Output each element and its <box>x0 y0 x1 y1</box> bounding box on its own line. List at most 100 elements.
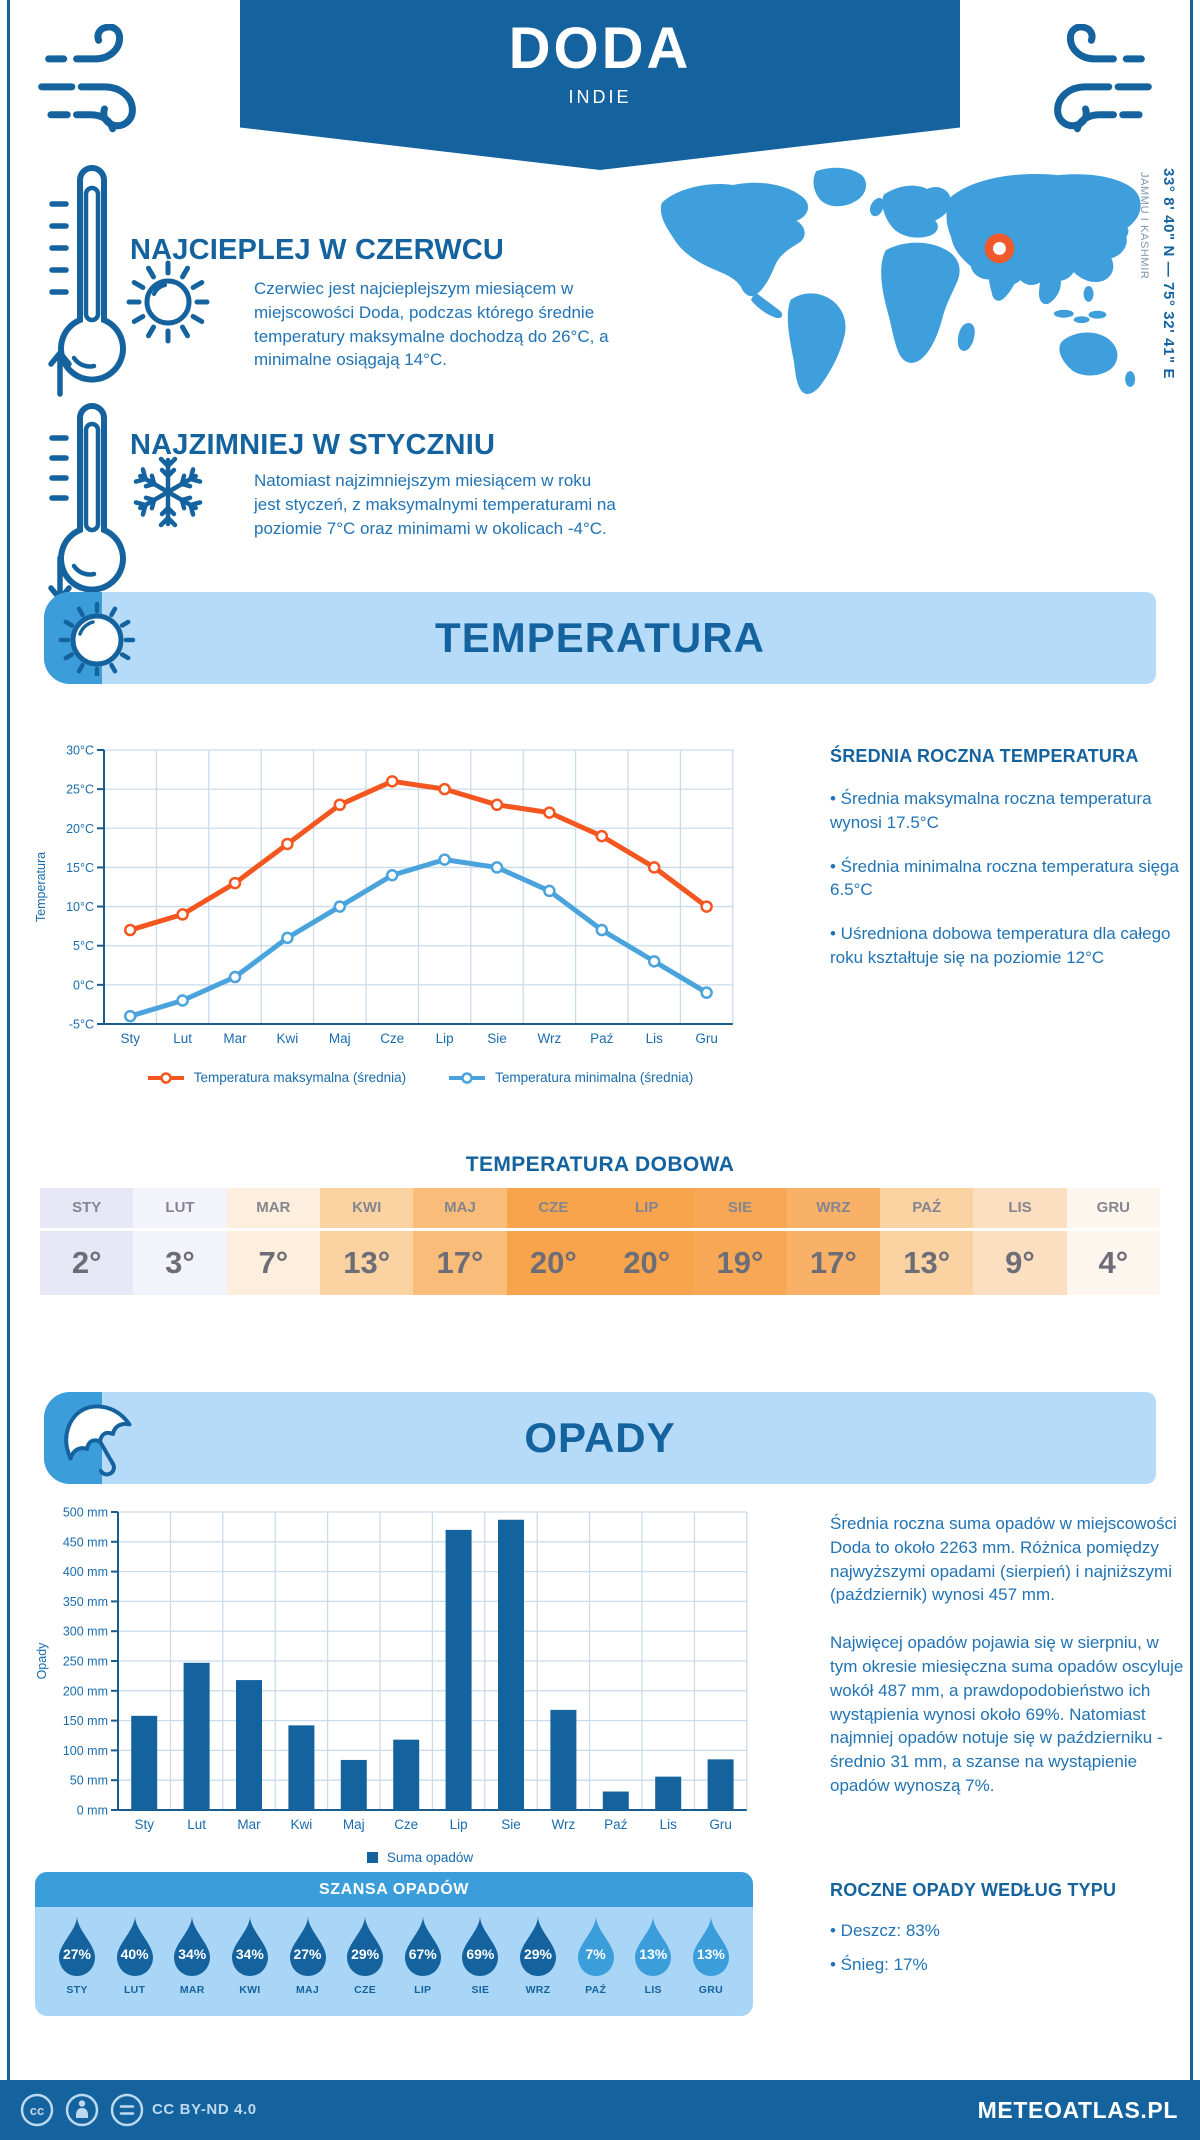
x-axis-label: Sty <box>120 1031 140 1046</box>
license-label: CC BY-ND 4.0 <box>152 2101 257 2118</box>
droplet-icon <box>59 1916 95 1976</box>
data-point <box>647 861 661 874</box>
data-point <box>176 908 189 921</box>
tick-label: 50 mm <box>70 1774 108 1788</box>
data-point <box>543 884 556 898</box>
tick-label: 300 mm <box>63 1625 108 1639</box>
wind-icon <box>38 24 136 133</box>
legend-item: Temperatura maksymalna (średnia) <box>147 1070 406 1085</box>
footer: cc CC BY-ND 4.0 METEOATLAS.PL <box>0 2080 1200 2140</box>
table-month-header: LIS <box>973 1188 1067 1228</box>
bar <box>550 1709 577 1810</box>
attribution-icon <box>65 2093 99 2127</box>
data-point <box>281 837 294 851</box>
precipitation-type-heading: ROCZNE OPADY WEDŁUG TYPU <box>830 1880 1117 1900</box>
table-temperature-cell: 9° <box>973 1231 1067 1295</box>
droplet-percent: 40% <box>120 1946 149 1962</box>
droplet: 29% WRZ <box>512 1915 564 1996</box>
droplet-percent: 13% <box>696 1946 725 1962</box>
sun-icon <box>126 260 210 344</box>
droplet-month: STY <box>66 1984 88 1996</box>
x-axis-label: Wrz <box>552 1817 576 1832</box>
x-axis-label: Kwi <box>277 1031 299 1046</box>
location-region: JAMMU I KASHMIR <box>1138 172 1150 280</box>
table-temperature-cell: 17° <box>413 1231 507 1295</box>
page-border-right <box>1190 0 1193 2140</box>
temperature-line-chart: -5°C 0°C 5°C 10°C 15°C 20°C 25°C 30°C Sty Lut Mar K… <box>34 744 734 1046</box>
world-map <box>660 167 1141 394</box>
data-point <box>281 931 294 945</box>
temperature-bullet: • Średnia maksymalna roczna temperatura … <box>830 789 1152 832</box>
tick-label: 200 mm <box>63 1684 108 1698</box>
table-month-header: KWI <box>320 1188 414 1228</box>
x-axis-label: Mar <box>237 1817 261 1832</box>
cc-icon: cc <box>20 2093 54 2127</box>
legend-glyph <box>147 1071 184 1084</box>
bar <box>707 1759 734 1810</box>
bar <box>393 1739 420 1810</box>
sun-banner-icon <box>58 601 136 676</box>
droplet-month: LUT <box>123 1984 146 1996</box>
x-axis-label: Gru <box>709 1817 732 1832</box>
tick-label: -5°C <box>69 1018 94 1032</box>
droplet-icon <box>231 1916 268 1976</box>
x-axis-label: Paź <box>590 1031 614 1046</box>
table-temperature-cell: 20° <box>506 1231 600 1295</box>
bar <box>236 1680 262 1810</box>
y-axis-title: Opady <box>35 1642 49 1680</box>
table-month-header: MAJ <box>413 1188 507 1228</box>
droplet-icon <box>462 1916 499 1976</box>
droplet-icon <box>289 1916 326 1976</box>
bar <box>131 1715 158 1810</box>
x-axis-label: Maj <box>329 1031 351 1046</box>
droplet-icon <box>404 1916 441 1976</box>
tick-label: 150 mm <box>63 1714 108 1728</box>
x-axis-label: Cze <box>394 1817 418 1832</box>
title-banner: DODA INDIE <box>240 0 960 170</box>
thermometer-warm-icon <box>48 165 126 397</box>
legend-label: Suma opadów <box>386 1850 474 1865</box>
table-temperature-cell: 7° <box>226 1231 320 1295</box>
table-month-header: LIP <box>600 1188 694 1228</box>
tick-label: 350 mm <box>63 1595 108 1609</box>
table-month-header: CZE <box>506 1188 600 1228</box>
droplet-percent: 13% <box>639 1946 668 1962</box>
droplet: 13% GRU <box>685 1915 737 1996</box>
page-border-left <box>7 0 10 2140</box>
data-point <box>333 900 347 913</box>
temperature-bullet: • Średnia minimalna roczna temperatura s… <box>830 856 1179 900</box>
temperature-bullet: • Uśredniona dobowa temperatura dla całe… <box>830 924 1171 967</box>
droplet-month: WRZ <box>525 1984 551 1996</box>
x-axis-label: Sie <box>501 1817 521 1832</box>
bar <box>288 1725 315 1810</box>
snowflake-icon <box>133 456 203 528</box>
droplet-month: MAJ <box>295 1984 320 1996</box>
rain-chance-panel: SZANSA OPADÓW 27% STY 40% LUT 34% MAR 34% KWI 27… <box>35 1872 753 2016</box>
droplet-icon <box>635 1916 672 1976</box>
x-axis-label: Sty <box>134 1817 154 1832</box>
droplet-icon <box>692 1916 729 1976</box>
daily-temperature-heading: TEMPERATURA DOBOWA <box>465 1153 735 1176</box>
x-axis-label: Lis <box>660 1817 678 1832</box>
table-temperature-cell: 13° <box>880 1231 974 1295</box>
precipitation-bar-chart: 0 mm 50 mm 100 mm 150 mm 200 mm 250 mm 300 mm 3… <box>35 1506 748 1832</box>
droplet-percent: 27% <box>293 1946 322 1962</box>
data-point <box>700 900 713 913</box>
warmest-text: Czerwiec jest najcieplejszym miesiącem w… <box>254 279 609 370</box>
precipitation-type: ROCZNE OPADY WEDŁUG TYPU • Deszcz: 83% •… <box>830 1880 1190 1977</box>
data-point <box>438 853 451 866</box>
droplet-icon <box>347 1916 384 1976</box>
x-axis-label: Paź <box>604 1817 628 1832</box>
droplet: 27% STY <box>51 1915 103 1996</box>
bar <box>183 1662 210 1810</box>
droplet: 13% LIS <box>627 1915 679 1996</box>
y-axis-title: Temperatura <box>34 852 48 922</box>
data-point <box>333 798 347 812</box>
tick-label: 25°C <box>66 783 94 797</box>
table-temperature-cell: 4° <box>1066 1231 1160 1295</box>
x-axis-label: Wrz <box>538 1031 562 1046</box>
tick-label: 400 mm <box>63 1565 108 1579</box>
table-month-header: PAŹ <box>880 1188 974 1228</box>
legend-item: Temperatura minimalna (średnia) <box>448 1070 693 1085</box>
precipitation-section-title: OPADY <box>524 1414 676 1461</box>
